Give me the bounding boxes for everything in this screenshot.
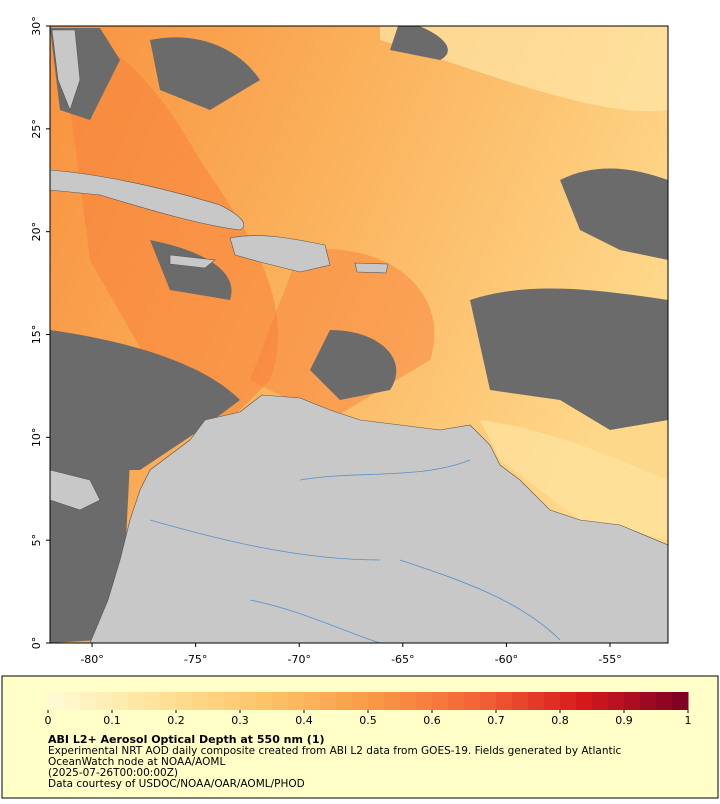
colorbar-step bbox=[544, 692, 561, 710]
colorbar-step bbox=[64, 692, 81, 710]
caption-line: Experimental NRT AOD daily composite cre… bbox=[48, 745, 622, 757]
colorbar-tick-label: 0 bbox=[45, 714, 52, 727]
colorbar-step bbox=[160, 692, 177, 710]
colorbar-step bbox=[640, 692, 657, 710]
lon-tick-label: -70° bbox=[287, 653, 310, 666]
colorbar-step bbox=[608, 692, 625, 710]
colorbar-step bbox=[352, 692, 369, 710]
colorbar-step bbox=[304, 692, 321, 710]
lon-tick-label: -75° bbox=[184, 653, 207, 666]
colorbar-step bbox=[624, 692, 641, 710]
caption-line: (2025-07-26T00:00:00Z) bbox=[48, 767, 178, 779]
colorbar-tick-label: 0.5 bbox=[359, 714, 377, 727]
map-axes: 0° 5° 10° 15° 20° 25° 30° -80° -75° -70° -65° -60° -… bbox=[30, 16, 622, 666]
colorbar-step bbox=[256, 692, 273, 710]
map-image bbox=[50, 26, 668, 643]
colorbar-tick-label: 0.8 bbox=[551, 714, 569, 727]
lon-tick-label: -55° bbox=[598, 653, 621, 666]
caption-line: Data courtesy of USDOC/NOAA/OAR/AOML/PHO… bbox=[48, 778, 305, 790]
colorbar-step bbox=[288, 692, 305, 710]
lat-tick-label: 25° bbox=[30, 119, 43, 139]
colorbar-step bbox=[320, 692, 337, 710]
colorbar-step bbox=[416, 692, 433, 710]
colorbar-step bbox=[96, 692, 113, 710]
lat-tick-label: 15° bbox=[30, 325, 43, 345]
colorbar-step bbox=[272, 692, 289, 710]
colorbar-step bbox=[592, 692, 609, 710]
colorbar-tick-label: 0.1 bbox=[103, 714, 121, 727]
colorbar-step bbox=[448, 692, 465, 710]
colorbar-tick-label: 1 bbox=[685, 714, 692, 727]
caption-line: OceanWatch node at NOAA/AOML bbox=[48, 756, 225, 768]
colorbar-step bbox=[208, 692, 225, 710]
colorbar-step bbox=[192, 692, 209, 710]
colorbar-step bbox=[464, 692, 481, 710]
colorbar-tick-label: 0.7 bbox=[487, 714, 505, 727]
lat-tick-label: 0° bbox=[30, 637, 43, 650]
colorbar-step bbox=[112, 692, 129, 710]
colorbar-step bbox=[528, 692, 545, 710]
colorbar-step bbox=[80, 692, 97, 710]
colorbar-step bbox=[224, 692, 241, 710]
colorbar-tick-label: 0.4 bbox=[295, 714, 313, 727]
lat-tick-label: 5° bbox=[30, 534, 43, 547]
colorbar-step bbox=[48, 692, 65, 710]
colorbar-step bbox=[176, 692, 193, 710]
lon-tick-label: -80° bbox=[80, 653, 103, 666]
lat-tick-label: 20° bbox=[30, 222, 43, 242]
colorbar-step bbox=[240, 692, 257, 710]
colorbar-tick-label: 0.9 bbox=[615, 714, 633, 727]
lat-tick-label: 30° bbox=[30, 16, 43, 36]
colorbar-step bbox=[368, 692, 385, 710]
colorbar-step bbox=[480, 692, 497, 710]
colorbar: 0 0.1 0.2 0.3 0.4 0.5 0.6 0.7 0.8 0.9 1 bbox=[45, 692, 692, 727]
lat-tick-label: 10° bbox=[30, 428, 43, 448]
caption-title: ABI L2+ Aerosol Optical Depth at 550 nm … bbox=[48, 733, 325, 746]
colorbar-step bbox=[512, 692, 529, 710]
colorbar-tick-label: 0.2 bbox=[167, 714, 185, 727]
colorbar-step bbox=[144, 692, 161, 710]
lon-tick-label: -60° bbox=[495, 653, 518, 666]
colorbar-step bbox=[560, 692, 577, 710]
colorbar-tick-label: 0.3 bbox=[231, 714, 249, 727]
colorbar-tick-label: 0.6 bbox=[423, 714, 441, 727]
colorbar-step bbox=[336, 692, 353, 710]
colorbar-step bbox=[384, 692, 401, 710]
colorbar-step bbox=[400, 692, 417, 710]
colorbar-step bbox=[576, 692, 593, 710]
colorbar-step bbox=[656, 692, 673, 710]
colorbar-step bbox=[128, 692, 145, 710]
colorbar-step bbox=[496, 692, 513, 710]
colorbar-step bbox=[432, 692, 449, 710]
lon-tick-label: -65° bbox=[391, 653, 414, 666]
colorbar-step bbox=[672, 692, 689, 710]
